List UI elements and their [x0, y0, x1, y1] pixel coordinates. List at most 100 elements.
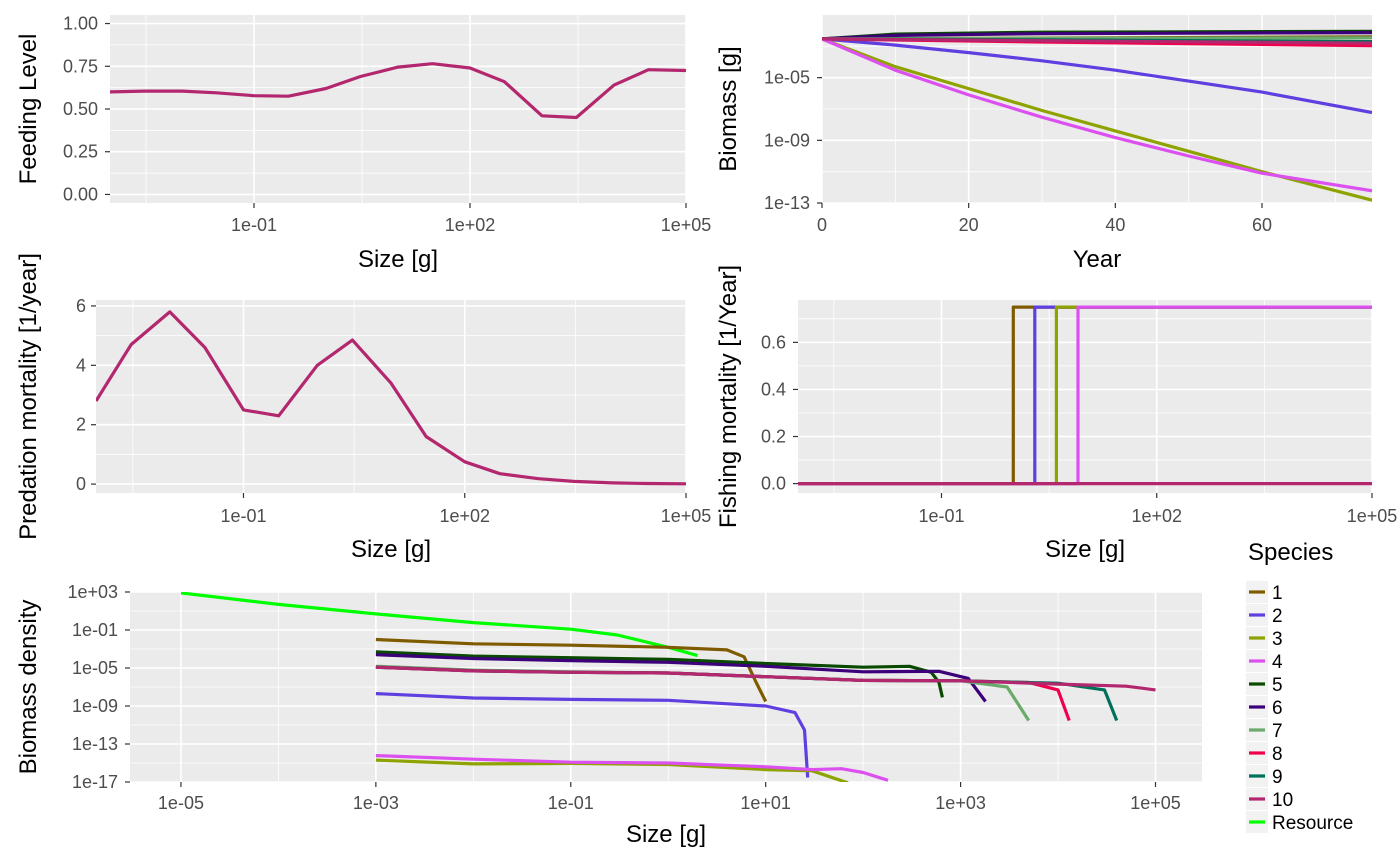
y-tick-label: 0.75 [63, 56, 98, 76]
legend-item-9: 9 [1246, 765, 1283, 788]
legend-item-6: 6 [1246, 696, 1283, 719]
series-line-10 [375, 665, 1156, 692]
y-tick-label: 0.2 [761, 427, 786, 447]
y-tick-label: 0.6 [761, 332, 786, 352]
legend-label: Resource [1272, 813, 1353, 834]
y-tick-label: 0 [76, 474, 86, 494]
x-tick-label: 60 [1252, 215, 1272, 235]
series-line-1 [375, 637, 768, 703]
series-lines [110, 62, 686, 120]
legend-label: 6 [1272, 698, 1283, 719]
predation-mortality-panel: 1e-01 1e+02 1e+05 0 2 4 6 Size [g] Predation mor… [15, 253, 711, 563]
series-line-2 [375, 692, 810, 778]
series-lines [822, 29, 1372, 202]
gridlines [130, 591, 1202, 783]
x-tick-label: 0 [817, 215, 827, 235]
y-tick-label: 1e-05 [72, 658, 118, 678]
y-axis-title: Biomass density [15, 600, 42, 775]
series-line-3 [822, 37, 1372, 202]
series-lines [180, 592, 1156, 782]
x-tick-label: 40 [1105, 215, 1125, 235]
y-tick-label: 1.00 [63, 14, 98, 34]
x-tick-label: 1e-01 [220, 506, 266, 526]
series-line-6 [375, 653, 987, 703]
x-axis-title: Size [g] [358, 246, 438, 273]
legend-label: 4 [1272, 652, 1283, 673]
x-tick-label: 1e-01 [231, 215, 277, 235]
y-tick-label: 2 [76, 415, 86, 435]
y-tick-label: 1e+03 [67, 582, 118, 602]
y-tick-label: 6 [76, 296, 86, 316]
y-axis-title: Fishing mortality [1/Year] [715, 265, 742, 528]
x-axis-title: Year [1073, 246, 1122, 273]
x-tick-label: 1e+05 [1130, 793, 1181, 813]
x-tick-label: 1e+02 [439, 506, 490, 526]
series-lines [96, 310, 686, 486]
gridlines [96, 300, 687, 493]
x-tick-label: 1e+02 [1131, 506, 1182, 526]
x-axis-title: Size [g] [351, 536, 431, 563]
fishing-mortality-panel: 1e-01 1e+02 1e+05 0.0 0.2 0.4 0.6 Size [g] Fishi… [715, 265, 1397, 563]
axes: 1e-01 1e+02 1e+05 0.0 0.2 0.4 0.6 [761, 332, 1397, 526]
axes: 1e-05 1e-03 1e-01 1e+01 1e+03 1e+05 1e+03 1e-01… [67, 582, 1180, 813]
x-tick-label: 1e+05 [661, 215, 712, 235]
x-axis-title: Size [g] [626, 821, 706, 848]
y-axis-title: Predation mortality [1/year] [15, 253, 42, 540]
legend-item-resource: Resource [1246, 811, 1353, 834]
x-tick-label: 20 [959, 215, 979, 235]
legend-item-10: 10 [1246, 788, 1293, 811]
legend-item-3: 3 [1246, 627, 1283, 650]
legend-item-8: 8 [1246, 742, 1283, 765]
series-line-6 [822, 31, 1372, 41]
biomass-density-panel: 1e-05 1e-03 1e-01 1e+01 1e+03 1e+05 1e+03 1e-01… [15, 582, 1202, 848]
legend-item-1: 1 [1246, 581, 1283, 604]
series-line-10 [110, 62, 686, 120]
legend-item-2: 2 [1246, 604, 1283, 627]
series-line-10 [96, 310, 686, 486]
y-tick-label: 1e-09 [764, 130, 810, 150]
series-line-5 [375, 650, 944, 698]
x-tick-label: 1e-03 [353, 793, 399, 813]
legend-label: 7 [1272, 721, 1283, 742]
y-tick-label: 0.50 [63, 99, 98, 119]
x-tick-label: 1e+05 [1347, 506, 1398, 526]
legend-label: 3 [1272, 629, 1283, 650]
x-tick-label: 1e-01 [548, 793, 594, 813]
x-tick-label: 1e+01 [740, 793, 791, 813]
series-line-10 [822, 37, 1372, 45]
legend-item-5: 5 [1246, 673, 1283, 696]
legend-label: 5 [1272, 675, 1283, 696]
y-tick-label: 0.4 [761, 379, 786, 399]
biomass-time-panel: 0 20 40 60 1e-13 1e-09 1e-05 Year Biomass [g] [715, 15, 1372, 273]
y-axis-title: Biomass [g] [715, 46, 742, 171]
y-tick-label: 1e-13 [72, 734, 118, 754]
plot-background [798, 300, 1372, 493]
axes: 1e-01 1e+02 1e+05 0 2 4 6 [76, 296, 711, 526]
x-tick-label: 1e+02 [445, 215, 496, 235]
legend-label: 9 [1272, 767, 1283, 788]
y-tick-label: 4 [76, 355, 86, 375]
y-tick-label: 1e-01 [72, 620, 118, 640]
series-line-4 [375, 754, 889, 782]
x-tick-label: 1e+05 [661, 506, 712, 526]
legend-label: 10 [1272, 790, 1293, 811]
legend-label: 8 [1272, 744, 1283, 765]
x-tick-label: 1e-05 [158, 793, 204, 813]
series-line-2 [822, 37, 1372, 115]
y-tick-label: 1e-17 [72, 772, 118, 792]
feeding-level-panel: 1e-01 1e+02 1e+05 0.00 0.25 0.50 0.75 1.00 Size … [15, 14, 711, 273]
y-tick-label: 0.0 [761, 474, 786, 494]
y-tick-label: 0.00 [63, 184, 98, 204]
y-tick-label: 1e-13 [764, 193, 810, 213]
y-tick-label: 1e-09 [72, 696, 118, 716]
legend-label: 2 [1272, 606, 1283, 627]
legend-item-7: 7 [1246, 719, 1283, 742]
x-tick-label: 1e-01 [918, 506, 964, 526]
axes: 1e-01 1e+02 1e+05 0.00 0.25 0.50 0.75 1.00 [63, 14, 711, 235]
legend-item-4: 4 [1246, 650, 1283, 673]
axes: 0 20 40 60 1e-13 1e-09 1e-05 [764, 68, 1272, 235]
x-tick-label: 1e+03 [935, 793, 986, 813]
y-tick-label: 0.25 [63, 142, 98, 162]
